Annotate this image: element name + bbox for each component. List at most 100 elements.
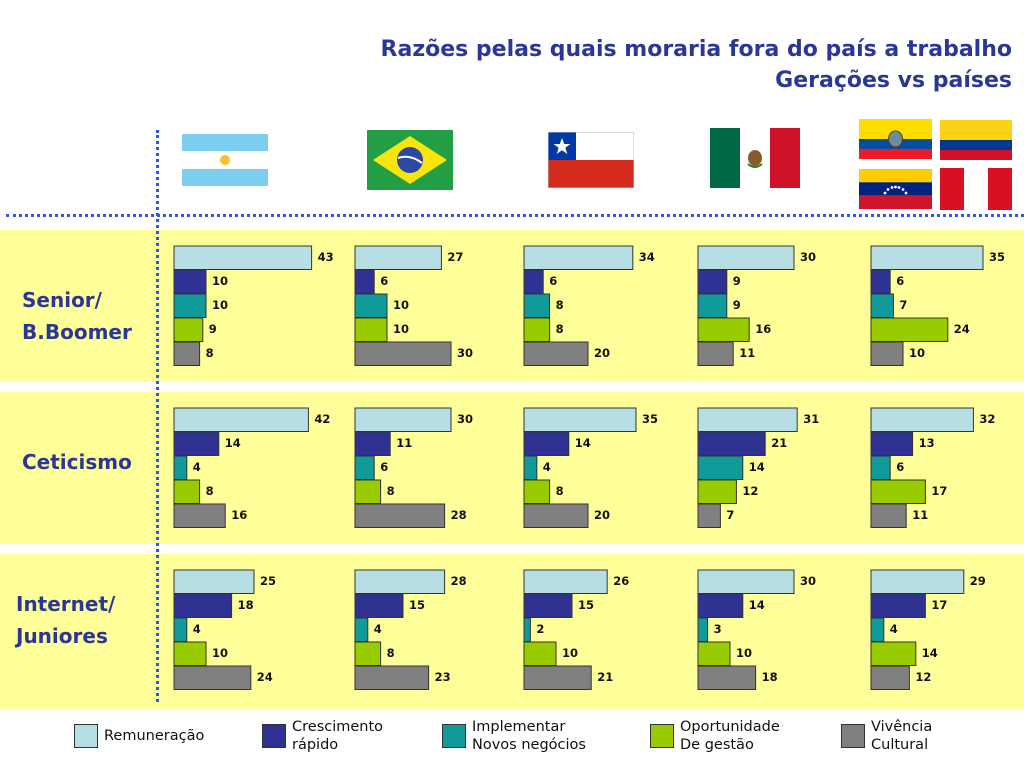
data-label-remuneracao-r2-c3: 35	[642, 412, 658, 426]
bar-oportunidade-r3-c5	[870, 641, 917, 666]
bar-remuneracao-r1-c5	[870, 245, 984, 270]
data-label-implementar-r3-c4: 3	[714, 622, 722, 636]
data-label-implementar-r3-c5: 4	[890, 622, 898, 636]
bar-remuneracao-r3-c1	[173, 569, 255, 594]
row-band-senior	[0, 230, 1024, 382]
data-label-crescimento-r2-c4: 21	[771, 436, 787, 450]
data-label-implementar-r3-c3: 2	[536, 622, 544, 636]
title-line-1: Razões pelas quais moraria fora do país …	[380, 37, 1012, 62]
data-label-implementar-r3-c1: 4	[193, 622, 201, 636]
data-label-remuneracao-r3-c1: 25	[260, 574, 276, 588]
bar-vivencia-r2-c5	[870, 503, 907, 528]
data-label-vivencia-r2-c1: 16	[231, 508, 247, 522]
bar-oportunidade-r1-c4	[697, 317, 750, 342]
legend-label: Crescimento	[292, 719, 384, 735]
bar-vivencia-r3-c5	[870, 665, 910, 690]
bar-vivencia-r1-c1	[173, 341, 201, 366]
data-label-crescimento-r3-c4: 14	[749, 598, 765, 612]
bar-implementar-r3-c5	[870, 617, 885, 642]
bar-crescimento-r1-c5	[870, 269, 891, 294]
legend-swatch-remuneracao	[74, 724, 98, 748]
bar-vivencia-r3-c2	[354, 665, 430, 690]
bar-remuneracao-r1-c2	[354, 245, 442, 270]
data-label-crescimento-r3-c1: 18	[238, 598, 254, 612]
bar-oportunidade-r1-c5	[870, 317, 949, 342]
data-label-vivencia-r3-c2: 23	[435, 670, 451, 684]
legend-label: Implementar	[472, 719, 566, 735]
bar-implementar-r2-c5	[870, 455, 891, 480]
legend-swatch-implementar	[442, 724, 466, 748]
bar-oportunidade-r3-c4	[697, 641, 731, 666]
horizontal-dotted-divider	[6, 214, 1024, 217]
bar-vivencia-r2-c2	[354, 503, 446, 528]
bar-remuneracao-r3-c4	[697, 569, 795, 594]
row-band-ceticismo	[0, 392, 1024, 544]
data-label-oportunidade-r3-c3: 10	[562, 646, 578, 660]
data-label-oportunidade-r2-c5: 17	[931, 484, 947, 498]
data-label-implementar-r2-c5: 6	[896, 460, 904, 474]
data-label-oportunidade-r1-c3: 8	[556, 322, 564, 336]
data-label-oportunidade-r3-c2: 8	[387, 646, 395, 660]
data-label-remuneracao-r3-c5: 29	[970, 574, 986, 588]
data-label-remuneracao-r3-c2: 28	[451, 574, 467, 588]
data-label-vivencia-r2-c2: 28	[451, 508, 467, 522]
bar-implementar-r2-c2	[354, 455, 375, 480]
data-label-crescimento-r1-c2: 6	[380, 274, 388, 288]
data-label-oportunidade-r3-c5: 14	[922, 646, 938, 660]
bar-remuneracao-r1-c1	[173, 245, 313, 270]
legend-label: De gestão	[680, 737, 754, 753]
data-label-remuneracao-r1-c5: 35	[989, 250, 1005, 264]
data-label-crescimento-r1-c4: 9	[733, 274, 741, 288]
legend-label: Novos negócios	[472, 737, 586, 753]
bar-oportunidade-r2-c5	[870, 479, 926, 504]
data-label-oportunidade-r3-c1: 10	[212, 646, 228, 660]
data-label-vivencia-r3-c4: 18	[762, 670, 778, 684]
bar-implementar-r1-c5	[870, 293, 894, 318]
bar-vivencia-r3-c1	[173, 665, 252, 690]
bar-vivencia-r1-c4	[697, 341, 734, 366]
data-label-crescimento-r3-c5: 17	[931, 598, 947, 612]
data-label-vivencia-r1-c4: 11	[739, 346, 755, 360]
data-label-crescimento-r2-c1: 14	[225, 436, 241, 450]
data-label-implementar-r1-c2: 10	[393, 298, 409, 312]
bar-oportunidade-r3-c3	[523, 641, 557, 666]
bar-crescimento-r2-c2	[354, 431, 391, 456]
data-label-implementar-r3-c2: 4	[374, 622, 382, 636]
bar-oportunidade-r3-c1	[173, 641, 207, 666]
bar-remuneracao-r3-c2	[354, 569, 446, 594]
data-label-vivencia-r1-c1: 8	[206, 346, 214, 360]
bar-implementar-r1-c3	[523, 293, 551, 318]
data-label-implementar-r2-c4: 14	[749, 460, 765, 474]
argentina-flag	[182, 134, 268, 186]
data-label-implementar-r1-c3: 8	[556, 298, 564, 312]
bar-crescimento-r3-c5	[870, 593, 926, 618]
data-label-crescimento-r2-c3: 14	[575, 436, 591, 450]
legend-label: Remuneração	[104, 728, 205, 744]
row-label-senior: Senior/ B.Boomer	[22, 288, 132, 344]
bar-oportunidade-r3-c2	[354, 641, 382, 666]
bar-crescimento-r2-c1	[173, 431, 220, 456]
brazil-flag	[367, 130, 453, 190]
bar-vivencia-r1-c5	[870, 341, 904, 366]
bar-implementar-r3-c1	[173, 617, 188, 642]
bar-vivencia-r1-c3	[523, 341, 589, 366]
legend-label: Vivência	[871, 719, 933, 735]
bar-implementar-r1-c1	[173, 293, 207, 318]
row-band-internet	[0, 554, 1024, 710]
bar-oportunidade-r1-c1	[173, 317, 204, 342]
data-label-remuneracao-r2-c2: 30	[457, 412, 473, 426]
data-label-remuneracao-r1-c3: 34	[639, 250, 655, 264]
bar-remuneracao-r1-c4	[697, 245, 795, 270]
bar-remuneracao-r3-c5	[870, 569, 965, 594]
data-label-remuneracao-r1-c2: 27	[447, 250, 463, 264]
bar-crescimento-r3-c1	[173, 593, 233, 618]
legend-item-crescimento: Crescimento rápido	[262, 718, 383, 754]
data-label-crescimento-r3-c2: 15	[409, 598, 425, 612]
data-label-implementar-r1-c1: 10	[212, 298, 228, 312]
legend-item-vivencia: Vivência Cultural	[841, 718, 932, 754]
bar-crescimento-r1-c3	[523, 269, 544, 294]
vertical-dotted-divider	[156, 130, 159, 702]
legend-item-oportunidade: Oportunidade De gestão	[650, 718, 780, 754]
data-label-crescimento-r2-c2: 11	[396, 436, 412, 450]
bar-implementar-r2-c3	[523, 455, 538, 480]
